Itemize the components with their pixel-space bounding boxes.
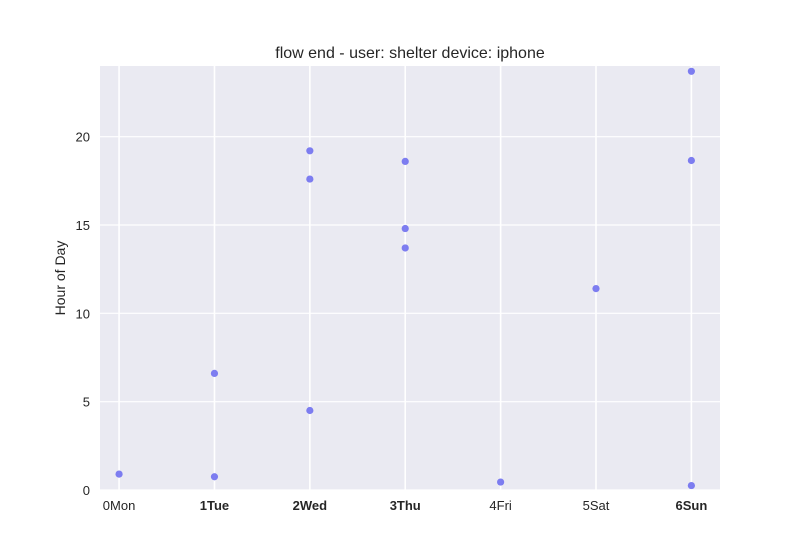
- y-tick-label: 0: [83, 483, 90, 498]
- chart-title: flow end - user: shelter device: iphone: [275, 45, 545, 62]
- scatter-point: [401, 157, 409, 165]
- scatter-point: [210, 369, 219, 377]
- data-points: [115, 67, 695, 490]
- scatter-point: [210, 473, 219, 481]
- scatter-point: [401, 224, 409, 233]
- x-tick-label: 5Sat: [583, 498, 610, 513]
- x-tick-label: 1Tue: [200, 498, 229, 513]
- y-tick-labels: 0 5 10 15 20: [76, 130, 90, 498]
- y-tick-label: 10: [76, 306, 90, 321]
- x-tick-label: 4Fri: [489, 498, 512, 513]
- scatter-point: [115, 470, 123, 478]
- scatter-point: [687, 481, 695, 490]
- scatter-point: [687, 67, 695, 75]
- plot-area: [100, 66, 720, 490]
- x-tick-label: 0Mon: [103, 498, 136, 513]
- scatter-point: [592, 285, 600, 293]
- y-tick-label: 20: [76, 130, 90, 145]
- scatter-point: [401, 244, 409, 252]
- scatter-point: [306, 147, 314, 155]
- y-tick-label: 15: [76, 218, 90, 233]
- scatter-point: [687, 156, 695, 165]
- x-tick-label: 2Wed: [293, 498, 327, 513]
- scatter-point: [306, 406, 314, 415]
- scatter-point: [497, 478, 505, 486]
- x-tick-label: 6Sun: [675, 498, 707, 513]
- x-tick-labels: 0Mon 1Tue 2Wed 3Thu 4Fri 5Sat 6Sun: [103, 498, 708, 513]
- y-tick-label: 5: [83, 395, 90, 410]
- y-axis-label: Hour of Day: [52, 241, 68, 316]
- grid-lines: [100, 66, 720, 491]
- x-tick-label: 3Thu: [390, 498, 421, 513]
- scatter-point: [306, 175, 314, 183]
